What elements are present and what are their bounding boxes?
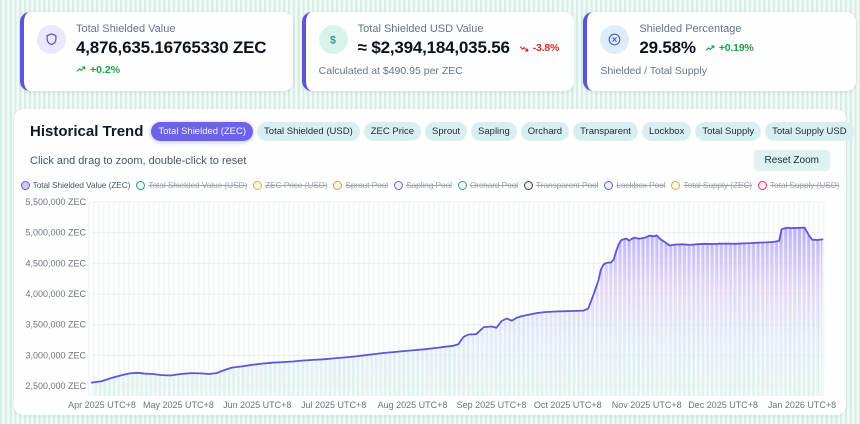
tab-total-supply[interactable]: Total Supply: [695, 122, 762, 142]
chart-wrap: 2,500,000 ZEC 3,000,000 ZEC 3,500,000 ZEC 4…: [25, 194, 836, 414]
card-value: 29.58%: [639, 38, 696, 57]
historical-trend-panel: Historical Trend Total Shielded (ZEC) Tot…: [14, 109, 854, 415]
panel-subrow: Click and drag to zoom, double-click to …: [30, 150, 830, 172]
stat-card-total-shielded-value: Total Shielded Value 4,876,635.16765330 Z…: [20, 12, 293, 91]
tab-lockbox[interactable]: Lockbox: [641, 122, 692, 142]
legend-label: Sapling Pool: [406, 180, 452, 191]
zoom-hint-text: Click and drag to zoom, double-click to …: [30, 154, 247, 167]
legend-label: Orchard Pool: [469, 180, 519, 191]
card-change-up: +0.19%: [705, 42, 754, 54]
stat-card-total-shielded-usd-value: $ Total Shielded USD Value ≈ $2,394,184,03…: [301, 12, 575, 91]
svg-text:3,500,000 ZEC: 3,500,000 ZEC: [25, 320, 86, 330]
legend-marker: [524, 180, 534, 190]
card-value: 4,876,635.16765330 ZEC: [76, 38, 267, 57]
legend-marker: [394, 180, 404, 190]
legend-zec-price-usd[interactable]: ZEC Price (USD): [253, 180, 327, 190]
card-change-down: -3.8%: [519, 42, 559, 54]
svg-text:2,500,000 ZEC: 2,500,000 ZEC: [25, 381, 86, 391]
tab-orchard[interactable]: Orchard: [520, 122, 570, 142]
svg-text:Jul 2025 UTC+8: Jul 2025 UTC+8: [301, 400, 366, 410]
svg-text:Nov 2025 UTC+8: Nov 2025 UTC+8: [612, 400, 682, 410]
card-label: Total Shielded USD Value: [357, 23, 484, 35]
legend-sprout-pool[interactable]: Sprout Pool: [333, 180, 388, 190]
legend-total-shielded-value-usd[interactable]: Total Shielded Value (USD): [136, 180, 247, 190]
chart-legend: Total Shielded Value (ZEC) Total Shielded…: [20, 180, 839, 191]
legend-marker: [757, 180, 767, 190]
tab-zec-price[interactable]: ZEC Price: [363, 122, 422, 142]
legend-label: Lockbox Pool: [616, 180, 666, 191]
tab-total-supply-usd[interactable]: Total Supply USD: [765, 122, 854, 142]
legend-marker: [671, 180, 681, 190]
svg-text:5,000,000 ZEC: 5,000,000 ZEC: [25, 228, 86, 238]
card-value: ≈ $2,394,184,035.56: [357, 38, 510, 57]
legend-marker: [253, 180, 263, 190]
svg-text:3,000,000 ZEC: 3,000,000 ZEC: [25, 351, 86, 361]
percent-circle-icon: [600, 25, 630, 54]
legend-label: Total Shielded Value (USD): [148, 180, 248, 191]
legend-orchard-pool[interactable]: Orchard Pool: [457, 180, 519, 191]
card-footer: Calculated at $490.95 per ZEC: [318, 65, 463, 77]
legend-total-supply-usd[interactable]: Total Supply (USD): [757, 180, 840, 191]
legend-label: Transparent Pool: [536, 180, 599, 191]
stat-card-shielded-percentage: Shielded Percentage 29.58% +0.19% Shielded …: [583, 12, 857, 91]
legend-marker: [604, 180, 614, 190]
svg-text:5,500,000 ZEC: 5,500,000 ZEC: [25, 197, 86, 207]
legend-marker: [136, 180, 146, 190]
card-label: Shielded Percentage: [639, 23, 742, 35]
svg-text:Oct 2025 UTC+8: Oct 2025 UTC+8: [534, 400, 602, 410]
stat-cards-row: Total Shielded Value 4,876,635.16765330 Z…: [0, 0, 860, 91]
svg-text:Dec 2025 UTC+8: Dec 2025 UTC+8: [688, 400, 758, 410]
card-footer: Shielded / Total Supply: [600, 65, 707, 77]
svg-text:4,500,000 ZEC: 4,500,000 ZEC: [25, 259, 86, 269]
shield-icon: [37, 25, 66, 54]
tab-sapling[interactable]: Sapling: [471, 122, 517, 142]
legend-label: Sprout Pool: [345, 180, 389, 191]
legend-marker: [333, 180, 343, 190]
legend-label: Total Supply (ZEC): [683, 180, 752, 191]
legend-marker: [457, 180, 467, 190]
card-label: Total Shielded Value: [76, 23, 176, 35]
tab-total-shielded-zec[interactable]: Total Shielded (ZEC): [151, 122, 254, 142]
reset-zoom-button[interactable]: Reset Zoom: [753, 150, 830, 172]
legend-transparent-pool[interactable]: Transparent Pool: [524, 180, 598, 190]
svg-text:Jan 2026 UTC+8: Jan 2026 UTC+8: [768, 400, 836, 410]
legend-total-supply-zec[interactable]: Total Supply (ZEC): [671, 180, 752, 191]
tab-transparent[interactable]: Transparent: [573, 122, 638, 142]
tab-total-shielded-usd[interactable]: Total Shielded (USD): [257, 122, 360, 142]
chart-canvas[interactable]: 2,500,000 ZEC 3,000,000 ZEC 3,500,000 ZEC 4…: [25, 194, 836, 414]
svg-text:Apr 2025 UTC+8: Apr 2025 UTC+8: [68, 400, 136, 410]
panel-title: Historical Trend: [30, 123, 144, 141]
svg-text:4,000,000 ZEC: 4,000,000 ZEC: [25, 289, 86, 299]
svg-text:May 2025 UTC+8: May 2025 UTC+8: [143, 400, 214, 410]
tab-sprout[interactable]: Sprout: [425, 122, 468, 142]
card-change-up: +0.2%: [76, 64, 120, 76]
legend-total-shielded-value-zec[interactable]: Total Shielded Value (ZEC): [20, 180, 131, 191]
legend-label: Total Shielded Value (ZEC): [32, 180, 131, 191]
svg-text:$: $: [330, 34, 336, 46]
panel-header: Historical Trend Total Shielded (ZEC) Tot…: [30, 122, 854, 142]
legend-label: Total Supply (USD): [769, 180, 840, 191]
legend-marker: [20, 180, 30, 190]
dollar-icon: $: [318, 25, 348, 54]
legend-lockbox-pool[interactable]: Lockbox Pool: [604, 180, 666, 191]
legend-label: ZEC Price (USD): [265, 180, 328, 191]
svg-text:Sep 2025 UTC+8: Sep 2025 UTC+8: [457, 400, 527, 410]
svg-text:Aug 2025 UTC+8: Aug 2025 UTC+8: [378, 400, 448, 410]
legend-sapling-pool[interactable]: Sapling Pool: [394, 180, 452, 190]
svg-text:Jun 2025 UTC+8: Jun 2025 UTC+8: [223, 400, 291, 410]
series-tabs: Total Shielded (ZEC) Total Shielded (USD)…: [151, 122, 854, 142]
